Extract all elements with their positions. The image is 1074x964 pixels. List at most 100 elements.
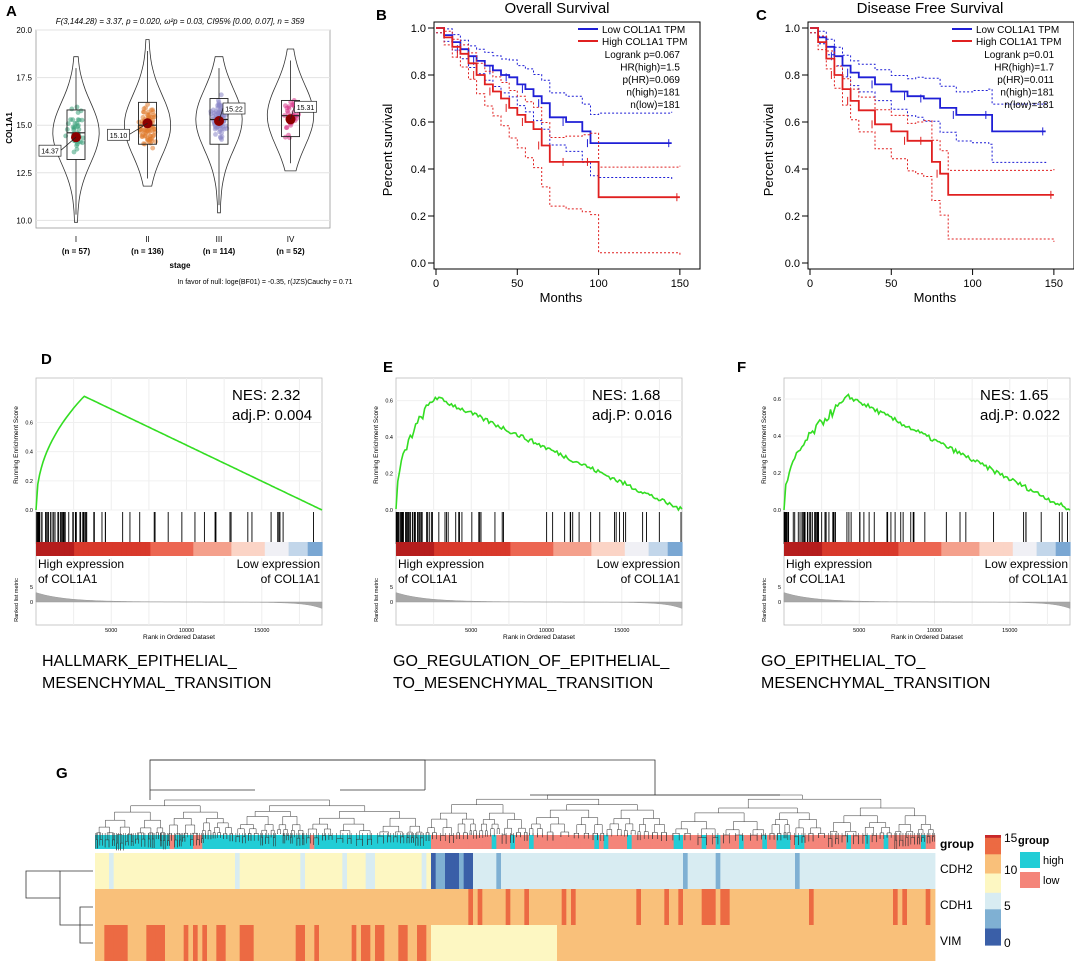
heatmap-cell-VIM: [132, 925, 138, 961]
annotation-cell: [496, 835, 502, 849]
heatmap-cell-CDH2: [841, 853, 847, 889]
data-point-III: [219, 130, 225, 136]
col-dendrogram-branch: [725, 829, 740, 835]
heatmap-cell-CDH1: [365, 889, 371, 925]
col-dendrogram-branch: [117, 834, 123, 844]
heatmap-cell-CDH1: [739, 889, 745, 925]
rank-color-cell: [245, 542, 252, 556]
heatmap-cell-CDH1: [697, 889, 703, 925]
rank-color-cell: [1012, 542, 1019, 556]
data-point-II: [141, 109, 147, 115]
col-dendrogram-branch: [496, 828, 500, 834]
rank-color-cell: [1041, 542, 1047, 556]
heatmap-cell-VIM: [809, 925, 815, 961]
panelB-plot-frame: [433, 21, 701, 270]
heatmap-cell-CDH2: [883, 853, 889, 889]
heatmap-cell-CDH2: [589, 853, 595, 889]
heatmap-cell-CDH2: [818, 853, 824, 889]
xtick-label: 15000: [254, 628, 269, 634]
heatmap-cell-CDH1: [771, 889, 777, 925]
heatmap-cell-VIM: [272, 925, 278, 961]
panel-g-heatmap: group CDH2 CDH1 VIM group high low 15 10 5…: [25, 759, 1064, 961]
data-point-II: [148, 115, 154, 120]
colorbar-segment: [985, 870, 1001, 875]
heatmap-cell-CDH2: [179, 853, 185, 889]
annotation-cell: [169, 835, 175, 849]
annotation-cell: [351, 835, 357, 849]
heatmap-cell-CDH2: [613, 853, 619, 889]
heatmap-cell-VIM: [179, 925, 185, 961]
heatmap-cell-VIM: [529, 925, 535, 961]
heatmap-cell-VIM: [375, 925, 381, 961]
rank-color-cell: [793, 542, 799, 556]
ytick-label: 0.0: [385, 508, 393, 514]
colorbar-segment: [985, 939, 1001, 943]
colorbar-segment: [985, 859, 1001, 864]
ci-upper-1: [810, 27, 1055, 171]
col-dendrogram-branch: [680, 821, 707, 829]
heatmap-cell-VIM: [650, 925, 656, 961]
panel-b-title: Overall Survival: [504, 0, 609, 17]
heatmap-cell-CDH2: [865, 853, 871, 889]
heatmap-cell-CDH1: [361, 889, 367, 925]
panel-f-pathway-line2: MESENCHYMAL_TRANSITION: [761, 675, 990, 692]
heatmap-cell-CDH2: [547, 853, 553, 889]
heatmap-cell-CDH2: [272, 853, 278, 889]
ytick-label: 0.4: [411, 164, 426, 176]
heatmap-cell-CDH1: [496, 889, 502, 925]
heatmap-cell-CDH2: [571, 853, 577, 889]
heatmap-cell-VIM: [365, 925, 371, 961]
col-dendrogram-branch: [185, 824, 196, 834]
annotation-cell: [501, 835, 507, 849]
rank-color-cell: [1065, 542, 1071, 556]
panel-b-ylabel: Percent survival: [380, 104, 395, 197]
heatmap-cell-CDH2: [921, 853, 927, 889]
heatmap-cell-VIM: [701, 925, 707, 961]
col-dendrogram-branch: [277, 829, 281, 834]
annotation-cell: [715, 835, 721, 849]
rank-color-cell: [874, 542, 880, 556]
col-dendrogram-branch: [140, 827, 152, 833]
heatmap-cell-CDH2: [650, 853, 656, 889]
heatmap-cell-VIM: [319, 925, 325, 961]
col-dendrogram-branch: [747, 798, 882, 808]
annotation-cell: [678, 835, 684, 849]
heatmap-cell-CDH1: [678, 889, 684, 925]
heatmap-cell-CDH2: [193, 853, 199, 889]
rank-color-cell: [405, 542, 411, 556]
rank-color-cell: [1017, 542, 1023, 556]
annotation-cell: [132, 835, 138, 849]
heatmap-cell-VIM: [776, 925, 782, 961]
high-label-1: High expression: [38, 557, 124, 571]
col-dendrogram-branch: [343, 823, 365, 831]
heatmap-cell-CDH1: [813, 889, 819, 925]
nes-label: NES: 1.68: [592, 387, 660, 404]
heatmap-cell-VIM: [641, 925, 647, 961]
col-dendrogram-branch: [531, 823, 541, 829]
data-point-II: [150, 133, 156, 139]
heatmap-cell-VIM: [207, 925, 213, 961]
rank-color-cell: [136, 542, 142, 556]
heatmap-cell-CDH1: [888, 889, 894, 925]
rank-color-cell: [40, 542, 47, 556]
heatmap-cell-CDH1: [865, 889, 871, 925]
rank-color-cell: [250, 542, 256, 556]
annotation-cell: [412, 835, 418, 849]
col-dendrogram-branch: [214, 827, 220, 833]
col-dendrogram-branch: [547, 794, 803, 800]
heatmap-cell-CDH2: [305, 853, 311, 889]
heatmap-cell-CDH1: [529, 889, 535, 925]
rank-color-cell: [907, 542, 914, 556]
rank-color-cell: [677, 542, 683, 556]
rank-color-cell: [467, 542, 473, 556]
col-dendrogram-branch: [237, 828, 245, 837]
annotation-cell: [739, 835, 745, 849]
heatmap-legend-high: high: [1043, 855, 1064, 867]
heatmap-cell-VIM: [748, 925, 754, 961]
ytick-label: 0.2: [385, 472, 393, 478]
heatmap-cell-VIM: [832, 925, 838, 961]
col-dendrogram-branch: [148, 832, 154, 839]
heatmap-cell-VIM: [594, 925, 600, 961]
heatmap-cell-CDH1: [687, 889, 693, 925]
heatmap-cell-CDH2: [463, 853, 469, 889]
